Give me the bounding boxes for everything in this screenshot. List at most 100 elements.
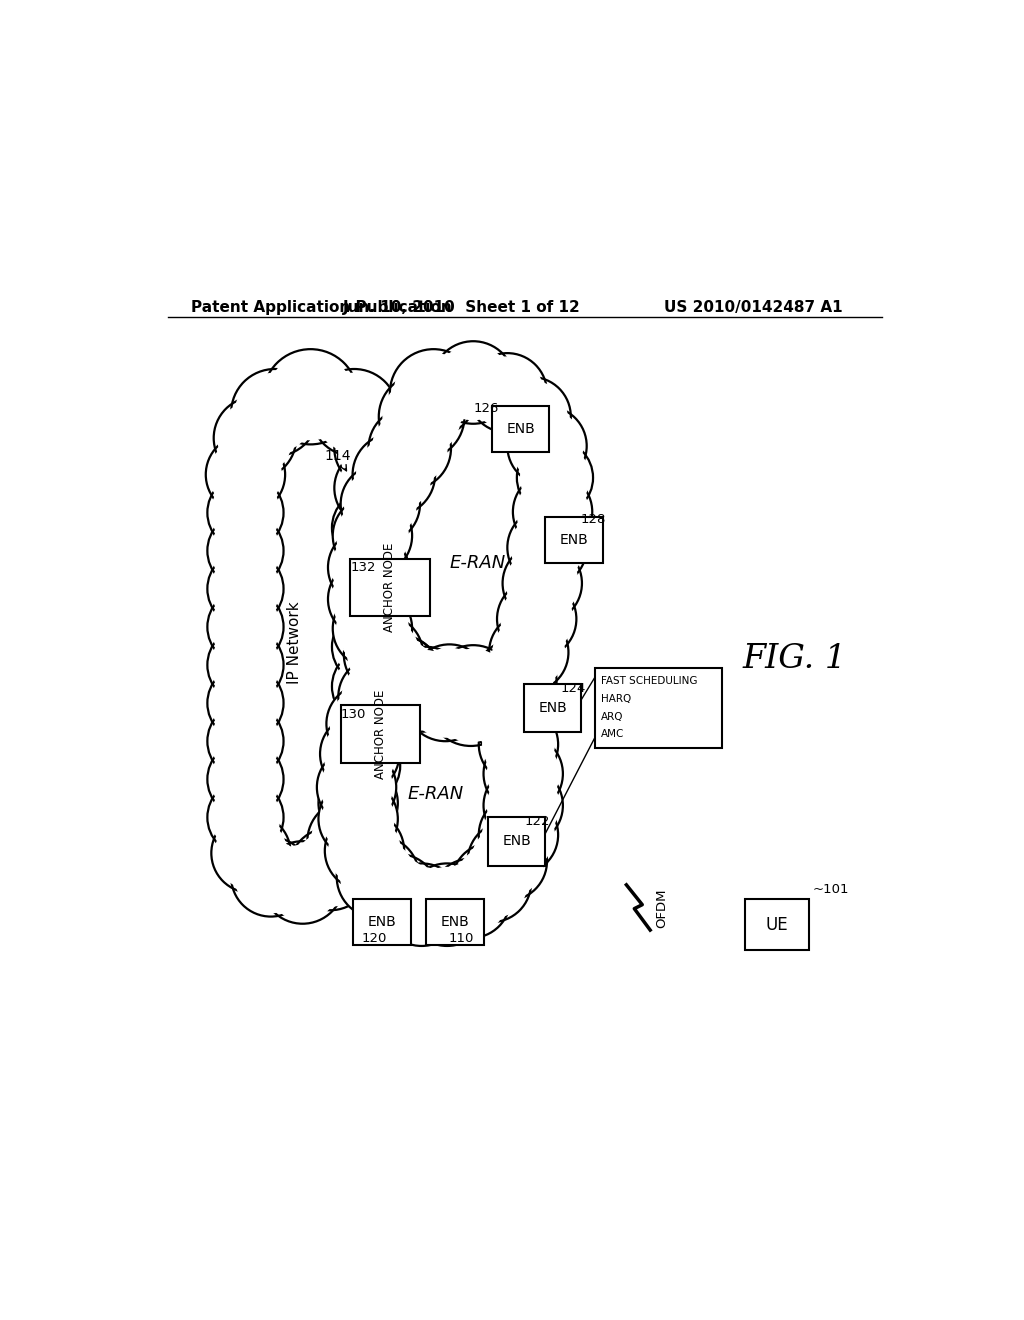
Text: 114: 114 (325, 449, 351, 471)
Circle shape (507, 508, 587, 587)
Bar (546, 516, 602, 562)
Bar (341, 705, 420, 763)
Circle shape (206, 434, 285, 515)
Circle shape (316, 747, 396, 826)
Circle shape (517, 440, 593, 516)
Circle shape (494, 616, 564, 688)
Circle shape (315, 374, 393, 451)
Circle shape (261, 841, 344, 924)
Bar (488, 817, 546, 866)
Circle shape (332, 529, 409, 606)
Bar (595, 668, 722, 747)
Circle shape (383, 378, 460, 455)
Circle shape (432, 645, 514, 727)
Circle shape (333, 589, 412, 668)
Circle shape (468, 354, 547, 433)
Circle shape (479, 705, 558, 784)
Circle shape (332, 648, 409, 725)
Text: FIG. 1: FIG. 1 (742, 643, 847, 675)
Circle shape (483, 734, 563, 813)
Circle shape (341, 840, 415, 913)
Circle shape (501, 583, 572, 655)
Circle shape (511, 512, 583, 583)
Circle shape (338, 413, 410, 484)
Circle shape (471, 676, 550, 755)
Circle shape (356, 854, 439, 936)
Circle shape (324, 718, 395, 789)
Circle shape (472, 825, 543, 896)
Circle shape (507, 548, 578, 619)
Text: OFDM: OFDM (655, 888, 669, 928)
Circle shape (482, 709, 554, 780)
Text: Jun. 10, 2010  Sheet 1 of 12: Jun. 10, 2010 Sheet 1 of 12 (342, 301, 581, 315)
Circle shape (207, 665, 284, 742)
Circle shape (321, 751, 392, 822)
Circle shape (207, 512, 284, 589)
Circle shape (318, 779, 398, 858)
Circle shape (211, 708, 280, 775)
Circle shape (454, 656, 536, 738)
Circle shape (406, 863, 488, 946)
Text: UE: UE (766, 916, 788, 933)
Circle shape (344, 615, 423, 694)
Circle shape (432, 342, 514, 424)
Circle shape (336, 533, 404, 602)
Circle shape (456, 846, 527, 919)
Circle shape (207, 550, 284, 627)
Circle shape (356, 437, 431, 512)
Circle shape (479, 795, 558, 875)
Circle shape (482, 799, 554, 871)
Circle shape (341, 465, 420, 544)
Circle shape (520, 444, 589, 512)
Text: ENB: ENB (507, 421, 536, 436)
Circle shape (307, 800, 390, 883)
Circle shape (328, 528, 408, 607)
Circle shape (436, 346, 510, 420)
Circle shape (231, 837, 310, 916)
Circle shape (472, 358, 543, 429)
Circle shape (211, 554, 280, 623)
Circle shape (207, 475, 284, 550)
Circle shape (293, 832, 368, 906)
Text: E-RAN: E-RAN (450, 554, 505, 573)
Text: ENB: ENB (503, 834, 531, 849)
Circle shape (367, 640, 437, 711)
Circle shape (211, 669, 280, 738)
Bar (493, 405, 550, 451)
Circle shape (334, 409, 414, 488)
Circle shape (310, 370, 397, 457)
Circle shape (207, 704, 284, 779)
Circle shape (328, 560, 408, 639)
Circle shape (332, 490, 409, 566)
Circle shape (409, 663, 482, 737)
Text: ANCHOR NODE: ANCHOR NODE (374, 689, 387, 779)
Circle shape (263, 350, 358, 445)
Circle shape (474, 640, 557, 722)
Circle shape (210, 438, 282, 511)
Circle shape (332, 692, 400, 760)
Circle shape (362, 636, 441, 715)
Circle shape (436, 649, 510, 723)
Circle shape (321, 714, 399, 793)
Circle shape (318, 763, 398, 842)
Circle shape (487, 738, 559, 809)
Text: 110: 110 (449, 932, 474, 945)
Circle shape (452, 842, 531, 923)
Bar (524, 684, 582, 731)
Circle shape (332, 569, 409, 645)
Circle shape (338, 657, 418, 737)
Circle shape (331, 688, 401, 759)
Circle shape (207, 627, 284, 704)
Circle shape (327, 684, 406, 763)
Circle shape (289, 828, 372, 911)
Circle shape (231, 370, 318, 457)
Circle shape (386, 656, 458, 727)
Circle shape (496, 381, 567, 453)
Circle shape (332, 564, 403, 635)
Circle shape (207, 779, 284, 855)
Text: ENB: ENB (539, 701, 567, 715)
Text: 120: 120 (361, 932, 387, 945)
Circle shape (334, 449, 414, 528)
Circle shape (332, 532, 403, 603)
Circle shape (451, 653, 539, 741)
